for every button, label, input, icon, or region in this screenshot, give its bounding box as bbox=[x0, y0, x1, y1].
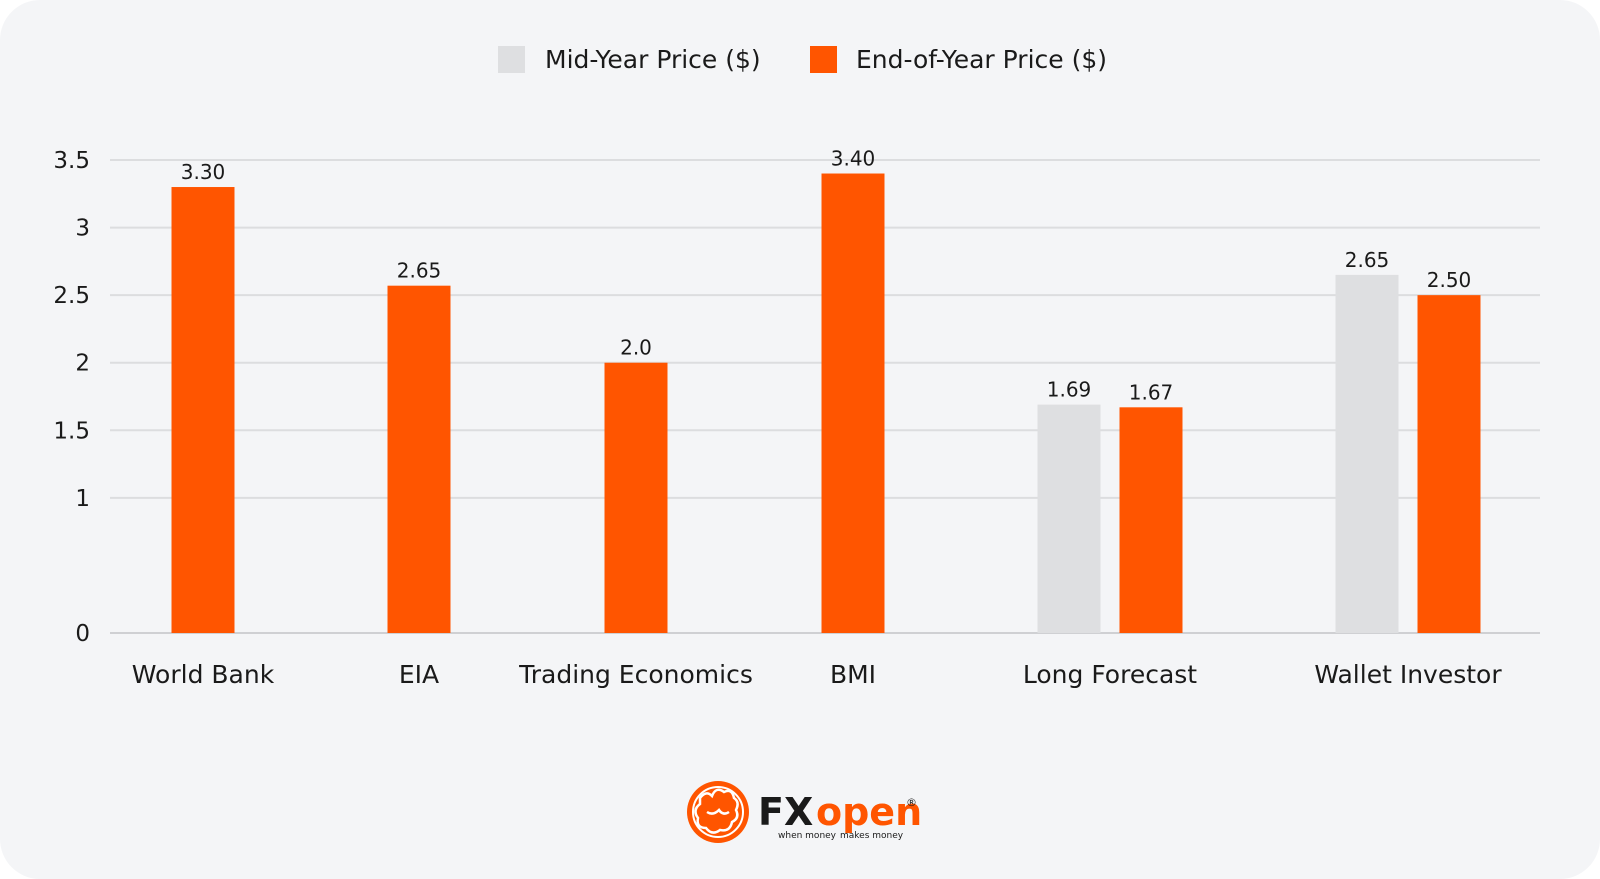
bar-mid-year bbox=[1037, 404, 1101, 633]
y-tick-label: 3.5 bbox=[53, 148, 90, 174]
data-label: 2.50 bbox=[1427, 268, 1472, 292]
legend-swatch bbox=[498, 46, 525, 73]
bar-end-of-year bbox=[1417, 295, 1481, 633]
y-tick-label: 2 bbox=[75, 351, 90, 377]
x-category-label: Trading Economics bbox=[518, 660, 753, 689]
bull-emblem-icon bbox=[687, 781, 749, 843]
y-tick-label: 2.5 bbox=[53, 283, 90, 309]
data-label: 3.40 bbox=[831, 147, 876, 171]
y-tick-label: 1 bbox=[75, 486, 90, 512]
data-labels: 3.30 2.65 2.0 3.40 1.69 1.67 2.65 2.50 bbox=[181, 147, 1472, 405]
y-tick-label: 3 bbox=[75, 216, 90, 242]
bar-end-of-year bbox=[1119, 407, 1183, 633]
x-category-label: BMI bbox=[830, 660, 876, 689]
data-label: 3.30 bbox=[181, 160, 226, 184]
fxopen-logo: FX open ® when money makes money bbox=[687, 781, 922, 843]
data-label: 2.0 bbox=[620, 336, 652, 360]
x-category-label: World Bank bbox=[132, 660, 275, 689]
legend-label: End-of-Year Price ($) bbox=[856, 45, 1107, 74]
bar-end-of-year bbox=[171, 187, 235, 633]
data-label: 1.69 bbox=[1047, 378, 1092, 402]
tagline-right: makes money bbox=[840, 831, 904, 841]
legend-label: Mid-Year Price ($) bbox=[545, 45, 761, 74]
bar-end-of-year bbox=[821, 173, 885, 633]
tagline-left: when money bbox=[778, 831, 837, 841]
x-category-label: Long Forecast bbox=[1023, 660, 1197, 689]
bar-end-of-year bbox=[387, 285, 451, 633]
x-category-label: EIA bbox=[399, 660, 439, 689]
y-tick-label: 0 bbox=[75, 621, 90, 647]
x-category-label: Wallet Investor bbox=[1314, 660, 1502, 689]
registered-mark: ® bbox=[906, 796, 917, 809]
bars bbox=[171, 173, 1481, 633]
data-label: 2.65 bbox=[397, 259, 442, 283]
data-label: 1.67 bbox=[1129, 380, 1174, 404]
data-label: 2.65 bbox=[1345, 248, 1390, 272]
logo-suffix: open bbox=[816, 790, 922, 834]
logo-prefix: FX bbox=[758, 790, 813, 834]
x-axis-category-labels: World Bank EIA Trading Economics BMI Long Fo… bbox=[132, 660, 1503, 689]
legend: Mid-Year Price ($) End-of-Year Price ($) bbox=[498, 45, 1107, 74]
bar-mid-year bbox=[1335, 274, 1399, 633]
bar-end-of-year bbox=[604, 362, 668, 633]
y-tick-label: 1.5 bbox=[53, 418, 90, 444]
y-axis-tick-labels: 0 1 1.5 2 2.5 3 3.5 bbox=[53, 148, 90, 647]
legend-swatch bbox=[810, 46, 837, 73]
